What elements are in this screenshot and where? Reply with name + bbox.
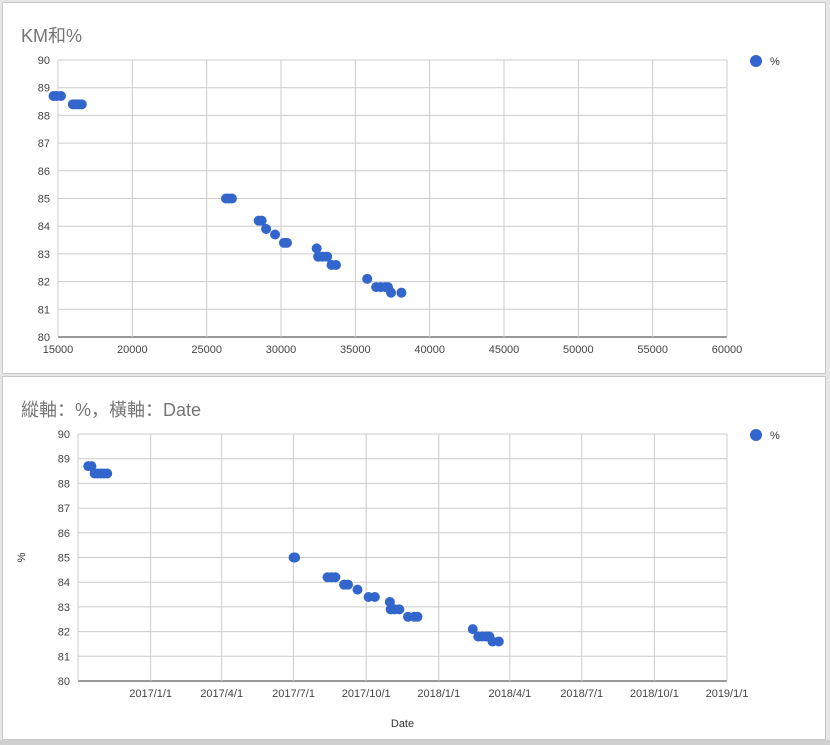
y-tick-label: 85 xyxy=(38,194,50,206)
data-point xyxy=(322,251,333,262)
legend-marker xyxy=(750,429,762,441)
y-tick-label: 86 xyxy=(58,528,70,540)
x-axis-title: Date xyxy=(391,718,414,730)
scatter-chart-date: 80 81 82 83 84 85 86 87 88 89 90 2017/1/1 2017/4/1 20… xyxy=(16,429,780,730)
data-point xyxy=(493,636,504,647)
window-bottom-edge xyxy=(0,740,830,745)
legend-label: % xyxy=(770,56,780,68)
x-tick-label: 45000 xyxy=(489,344,520,356)
data-point xyxy=(396,287,407,298)
y-tick-label: 89 xyxy=(58,454,70,466)
data-point xyxy=(311,243,322,254)
y-tick-label: 86 xyxy=(38,166,50,178)
x-tick-label: 2017/7/1 xyxy=(272,688,315,700)
legend-label: % xyxy=(770,430,780,442)
x-tick-label: 2017/1/1 xyxy=(129,688,172,700)
x-tick-label: 30000 xyxy=(266,344,297,356)
chart-title: KM和% xyxy=(21,26,83,46)
data-point xyxy=(270,229,281,240)
data-point xyxy=(343,579,354,590)
data-point xyxy=(467,624,478,635)
y-tick-label: 81 xyxy=(58,651,70,663)
data-point xyxy=(331,259,342,270)
x-tick-label: 55000 xyxy=(637,344,668,356)
data-point xyxy=(55,91,66,102)
data-point xyxy=(369,592,380,603)
legend-marker xyxy=(750,55,762,67)
chart-panel-km: KM和% 80 81 82 83 84 85 86 87 88 89 90 15000 20000 250… xyxy=(2,2,826,374)
data-point xyxy=(261,223,272,234)
x-tick-label: 35000 xyxy=(340,344,371,356)
x-tick-label: 15000 xyxy=(43,344,74,356)
scatter-chart-km: 80 81 82 83 84 85 86 87 88 89 90 15000 20000 25000 300… xyxy=(38,55,780,356)
y-axis-title: % xyxy=(16,552,28,562)
y-tick-label: 81 xyxy=(38,304,50,316)
x-tick-label: 50000 xyxy=(563,344,594,356)
y-tick-label: 82 xyxy=(58,627,70,639)
x-tick-label: 2017/4/1 xyxy=(200,688,243,700)
y-tick-label: 89 xyxy=(38,83,50,95)
y-tick-label: 87 xyxy=(38,138,50,150)
data-point xyxy=(412,611,423,622)
y-tick-label: 83 xyxy=(38,249,50,261)
data-point xyxy=(76,99,87,110)
data-point xyxy=(290,552,301,563)
data-point xyxy=(281,237,292,248)
y-tick-label: 87 xyxy=(58,503,70,515)
data-point xyxy=(102,468,113,479)
x-tick-label: 25000 xyxy=(191,344,222,356)
y-tick-label: 84 xyxy=(38,221,50,233)
y-tick-label: 90 xyxy=(58,429,70,441)
y-tick-label: 82 xyxy=(38,277,50,289)
y-tick-label: 80 xyxy=(38,332,50,344)
data-point xyxy=(226,193,237,204)
data-point xyxy=(386,287,397,298)
x-tick-label: 20000 xyxy=(117,344,148,356)
y-tick-label: 83 xyxy=(58,602,70,614)
chart-title: 縱軸：%，橫軸：Date xyxy=(21,400,202,420)
x-tick-label: 2018/10/1 xyxy=(630,688,679,700)
x-tick-label: 2018/7/1 xyxy=(560,688,603,700)
data-point xyxy=(256,215,267,226)
y-tick-label: 80 xyxy=(58,676,70,688)
y-tick-label: 88 xyxy=(38,110,50,122)
data-point xyxy=(352,584,363,595)
chart-panel-date: 縱軸：%，橫軸：Date 80 81 82 83 84 85 86 87 88 89 90 2017/… xyxy=(2,376,826,740)
x-tick-label: 2018/1/1 xyxy=(417,688,460,700)
x-tick-label: 2017/10/1 xyxy=(342,688,391,700)
data-point xyxy=(394,604,405,615)
y-tick-label: 85 xyxy=(58,553,70,565)
data-point xyxy=(384,596,395,607)
x-tick-label: 2018/4/1 xyxy=(488,688,531,700)
data-point xyxy=(330,572,341,583)
y-tick-label: 90 xyxy=(38,55,50,67)
x-tick-label: 60000 xyxy=(712,344,743,356)
x-tick-label: 40000 xyxy=(414,344,445,356)
x-tick-label: 2019/1/1 xyxy=(706,688,749,700)
y-tick-label: 88 xyxy=(58,478,70,490)
data-point xyxy=(362,273,373,284)
y-tick-label: 84 xyxy=(58,577,70,589)
